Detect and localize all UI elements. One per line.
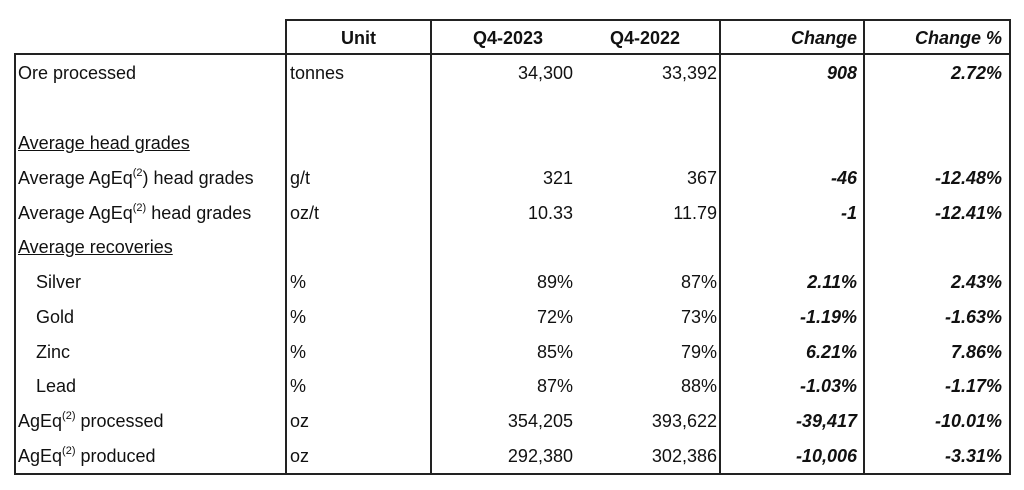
- row-q4-2022: 11.79: [673, 203, 717, 223]
- row-label: Zinc: [36, 341, 70, 363]
- row-label-text: Ore processed: [18, 63, 137, 83]
- row-q4-2022: 87%: [680, 272, 717, 292]
- row-label-text: Zinc: [36, 342, 71, 362]
- row-change: -39,417: [795, 411, 857, 431]
- footnote-ref: (2: [132, 167, 143, 179]
- row-label-suffix: produced: [75, 446, 156, 466]
- row-change: -1: [840, 203, 857, 223]
- row-q4-2022: 367: [686, 168, 717, 188]
- row-q4-2023: 89%: [536, 272, 573, 292]
- row-q4-2023: 34,300: [517, 63, 573, 83]
- row-q4-2022: 79%: [680, 342, 717, 362]
- row-q4-2023: 292,380: [507, 446, 573, 466]
- row-change: -1.19%: [799, 307, 857, 327]
- row-change-pct: -1.17%: [944, 376, 1002, 396]
- row-label: AgEq(2) processed: [18, 410, 164, 432]
- row-label-text: Average recoveries: [18, 237, 173, 257]
- row-label: Lead: [36, 375, 76, 397]
- footnote-ref: (2): [62, 410, 76, 422]
- border: [14, 53, 1011, 55]
- row-unit: %: [290, 376, 307, 396]
- row-change-pct: -12.48%: [934, 168, 1002, 188]
- row-q4-2022: 88%: [680, 376, 717, 396]
- row-change: -10,006: [795, 446, 857, 466]
- row-unit: %: [290, 307, 307, 327]
- header-q4-2022: Q4-2022: [610, 28, 681, 48]
- row-change-pct: -1.63%: [944, 307, 1002, 327]
- row-label: Average head grades: [18, 132, 190, 154]
- row-change: -46: [830, 168, 857, 188]
- row-change: 2.11%: [807, 272, 857, 292]
- header-change: Change: [790, 28, 857, 48]
- row-q4-2023: 72%: [536, 307, 573, 327]
- row-label-suffix: head grades: [146, 203, 252, 223]
- border: [285, 19, 287, 475]
- border: [430, 19, 432, 475]
- row-label-text: Average head grades: [18, 133, 190, 153]
- row-label-suffix: processed: [75, 411, 164, 431]
- row-label: Average AgEq(2) head grades: [18, 167, 254, 189]
- row-change-pct: -12.41%: [934, 203, 1002, 223]
- row-label: Gold: [36, 306, 74, 328]
- row-label: AgEq(2) produced: [18, 445, 156, 467]
- border: [14, 53, 16, 475]
- row-label: Ore processed: [18, 62, 136, 84]
- row-unit: %: [290, 342, 307, 362]
- row-unit: oz: [290, 446, 310, 466]
- header-change-pct: Change %: [914, 28, 1002, 48]
- row-q4-2023: 87%: [536, 376, 573, 396]
- row-q4-2022: 302,386: [651, 446, 717, 466]
- row-label-text: Lead: [36, 376, 77, 396]
- row-q4-2023: 321: [542, 168, 573, 188]
- row-unit: g/t: [290, 168, 311, 188]
- row-change: -1.03%: [799, 376, 857, 396]
- border: [1009, 19, 1011, 475]
- row-unit: tonnes: [290, 63, 345, 83]
- row-change-pct: 7.86%: [950, 342, 1002, 362]
- border: [719, 19, 721, 475]
- row-change: 6.21%: [805, 342, 857, 362]
- border: [14, 473, 1011, 475]
- row-q4-2023: 85%: [536, 342, 573, 362]
- row-label-text: Silver: [36, 272, 82, 292]
- row-unit: oz: [290, 411, 310, 431]
- row-label-text: AgEq: [18, 411, 63, 431]
- row-label-text: Average AgEq: [18, 168, 133, 188]
- row-unit: oz/t: [290, 203, 320, 223]
- row-unit: %: [290, 272, 307, 292]
- row-change-pct: -10.01%: [934, 411, 1002, 431]
- row-q4-2022: 393,622: [651, 411, 717, 431]
- header-q4-2023: Q4-2023: [473, 28, 544, 48]
- row-label-text: Average AgEq: [18, 203, 133, 223]
- border: [863, 19, 865, 475]
- row-label-text: AgEq: [18, 446, 63, 466]
- border: [286, 19, 1011, 21]
- footnote-ref: (2): [132, 202, 147, 214]
- row-q4-2023: 10.33: [527, 203, 573, 223]
- row-label-suffix: ) head grades: [142, 168, 254, 188]
- header-unit: Unit: [341, 28, 376, 48]
- row-change-pct: -3.31%: [944, 446, 1002, 466]
- row-label: Silver: [36, 271, 81, 293]
- row-label: Average recoveries: [18, 236, 173, 258]
- row-q4-2022: 73%: [680, 307, 717, 327]
- footnote-ref: (2): [62, 445, 76, 457]
- row-q4-2023: 354,205: [507, 411, 573, 431]
- row-label-text: Gold: [36, 307, 75, 327]
- row-change: 908: [826, 63, 857, 83]
- row-label: Average AgEq(2) head grades: [18, 202, 251, 224]
- row-q4-2022: 33,392: [661, 63, 717, 83]
- row-change-pct: 2.72%: [950, 63, 1002, 83]
- row-change-pct: 2.43%: [950, 272, 1002, 292]
